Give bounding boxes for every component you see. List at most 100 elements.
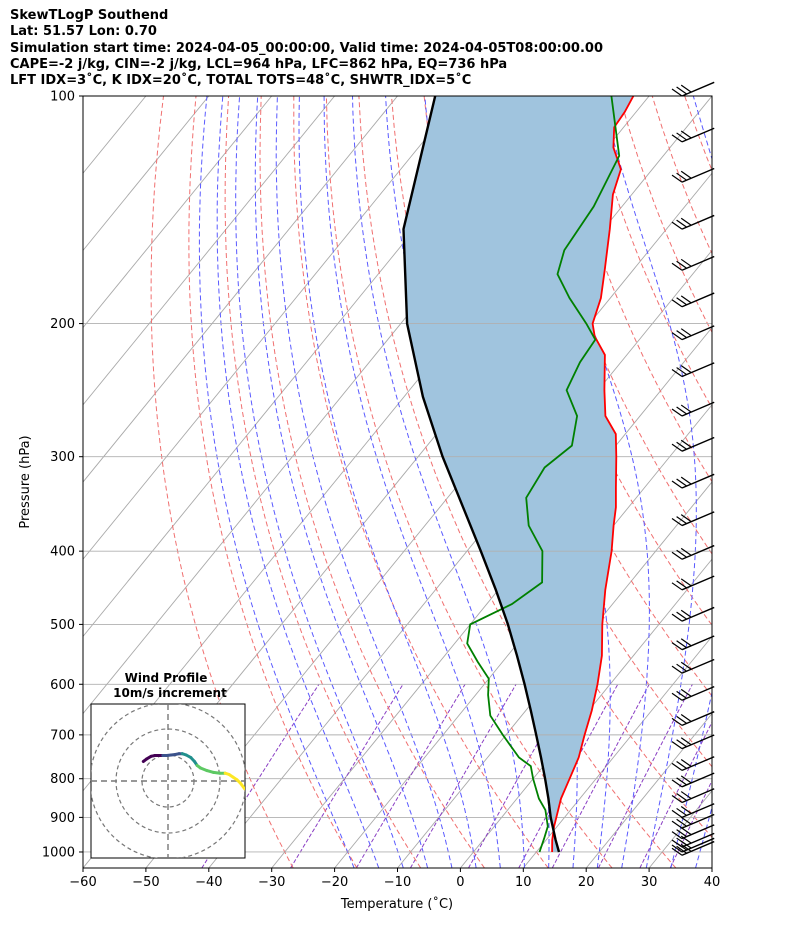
mixing-ratio-line bbox=[597, 684, 693, 868]
dry-adiabat-line bbox=[188, 96, 358, 868]
wind-barb bbox=[671, 772, 715, 788]
dry-adiabat-line bbox=[150, 96, 294, 868]
wind-barb bbox=[671, 292, 715, 308]
wind-barb bbox=[671, 575, 715, 591]
y-tick-label: 800 bbox=[50, 772, 75, 787]
location-line: Lat: 51.57 Lon: 0.70 bbox=[10, 24, 157, 40]
x-axis-ticks: −60 −50 −40 −30 −20 −10 0 10 20 30 40 bbox=[69, 868, 720, 890]
x-tick-label: −10 bbox=[384, 875, 411, 890]
wind-barb bbox=[671, 832, 715, 848]
mixing-ratio-lines bbox=[201, 684, 712, 868]
wind-barb bbox=[671, 711, 715, 727]
dry-adiabat-line bbox=[293, 96, 549, 868]
wind-barb bbox=[671, 127, 715, 143]
inset-title: Wind Profile bbox=[125, 671, 208, 685]
dry-adiabat-line bbox=[224, 96, 422, 868]
dry-adiabat-line bbox=[684, 96, 712, 172]
wind-barb bbox=[671, 325, 715, 341]
dry-adiabat-line bbox=[783, 96, 794, 868]
moist-adiabat-line bbox=[695, 805, 712, 868]
dewpoint-line bbox=[466, 96, 621, 853]
y-tick-label: 100 bbox=[50, 90, 75, 105]
isotherm-line bbox=[648, 790, 712, 868]
moist-adiabat-line bbox=[352, 96, 525, 868]
x-tick-label: 30 bbox=[641, 875, 658, 890]
mixing-ratio-line bbox=[639, 720, 712, 868]
moist-adiabat-line bbox=[216, 96, 380, 868]
dry-adiabat-line bbox=[750, 96, 794, 868]
wind-barb bbox=[671, 544, 715, 560]
isotherm-line bbox=[585, 712, 712, 868]
y-tick-label: 300 bbox=[50, 450, 75, 465]
isotherm-line bbox=[83, 96, 398, 483]
dry-adiabat-line bbox=[521, 96, 712, 555]
x-tick-label: −60 bbox=[69, 875, 96, 890]
wind-barbs bbox=[671, 81, 715, 856]
wind-barb bbox=[671, 840, 715, 856]
moist-adiabat-line bbox=[198, 96, 355, 868]
chart-header: SkewTLogP Southend Lat: 51.57 Lon: 0.70 … bbox=[10, 8, 603, 89]
hodograph-segment bbox=[239, 782, 245, 791]
index-line: LFT IDX=3˚C, K IDX=20˚C, TOTAL TOTS=48˚C… bbox=[10, 73, 472, 89]
y-tick-label: 500 bbox=[50, 618, 75, 633]
x-axis-label: Temperature (˚C) bbox=[340, 896, 453, 912]
moist-adiabat-line bbox=[298, 96, 477, 868]
wind-barb bbox=[671, 788, 715, 804]
moist-adiabat-line bbox=[601, 96, 697, 868]
wind-barb bbox=[671, 658, 715, 674]
y-tick-label: 700 bbox=[50, 728, 75, 743]
x-tick-label: 10 bbox=[515, 875, 532, 890]
moist-adiabat-line bbox=[745, 96, 794, 868]
wind-barb bbox=[671, 824, 715, 840]
temperature-line bbox=[551, 96, 635, 853]
wind-profile-inset: Wind Profile 10m/s increment bbox=[90, 671, 246, 859]
wind-barb bbox=[671, 167, 715, 183]
x-tick-label: −20 bbox=[321, 875, 348, 890]
y-tick-label: 200 bbox=[50, 317, 75, 332]
isotherm-line bbox=[522, 635, 712, 868]
wind-barb bbox=[671, 362, 715, 378]
y-tick-label: 1000 bbox=[42, 845, 75, 860]
moist-adiabat-line bbox=[529, 96, 650, 868]
dry-adiabat-line bbox=[259, 96, 485, 868]
mixing-ratio-line bbox=[201, 684, 320, 868]
cape-shading bbox=[403, 96, 634, 852]
mixing-ratio-line bbox=[290, 684, 404, 868]
x-tick-label: −50 bbox=[132, 875, 159, 890]
isotherm-line bbox=[397, 481, 712, 868]
wind-barb bbox=[671, 401, 715, 417]
moist-adiabat-line bbox=[254, 96, 429, 868]
x-tick-label: 40 bbox=[704, 875, 721, 890]
inset-subtitle: 10m/s increment bbox=[113, 686, 227, 700]
wind-barb bbox=[671, 255, 715, 271]
moist-adiabat-line bbox=[235, 96, 404, 868]
dry-adiabat-line bbox=[717, 96, 794, 868]
time-line: Simulation start time: 2024-04-05_00:00:… bbox=[10, 40, 603, 56]
moist-adiabat-line bbox=[720, 96, 794, 868]
wind-barb bbox=[671, 685, 715, 701]
wind-barb bbox=[671, 436, 715, 452]
x-tick-label: 0 bbox=[456, 875, 464, 890]
mixing-ratio-line bbox=[551, 684, 650, 868]
isotherm-line bbox=[334, 404, 712, 868]
isotherm-line bbox=[83, 96, 461, 560]
cape-line: CAPE=-2 j/kg, CIN=-2 j/kg, LCL=964 hPa, … bbox=[10, 56, 508, 72]
mixing-ratio-line bbox=[355, 684, 466, 868]
x-tick-label: −40 bbox=[195, 875, 222, 890]
moist-adiabat-line bbox=[323, 96, 501, 868]
wind-barb bbox=[671, 756, 715, 772]
wind-barb bbox=[671, 473, 715, 489]
mixing-ratio-line bbox=[409, 684, 517, 868]
wind-barb bbox=[671, 214, 715, 230]
mixing-ratio-line bbox=[518, 684, 619, 868]
y-tick-label: 900 bbox=[50, 811, 75, 826]
y-axis-ticks: 100 200 300 400 500 600 700 800 900 1000 bbox=[42, 90, 83, 860]
y-tick-label: 400 bbox=[50, 545, 75, 560]
isotherm-line bbox=[83, 96, 273, 329]
wind-barb bbox=[671, 734, 715, 750]
x-tick-label: −30 bbox=[258, 875, 285, 890]
wind-barb bbox=[671, 635, 715, 651]
wind-barb bbox=[671, 813, 715, 829]
chart-title: SkewTLogP Southend bbox=[10, 8, 169, 23]
